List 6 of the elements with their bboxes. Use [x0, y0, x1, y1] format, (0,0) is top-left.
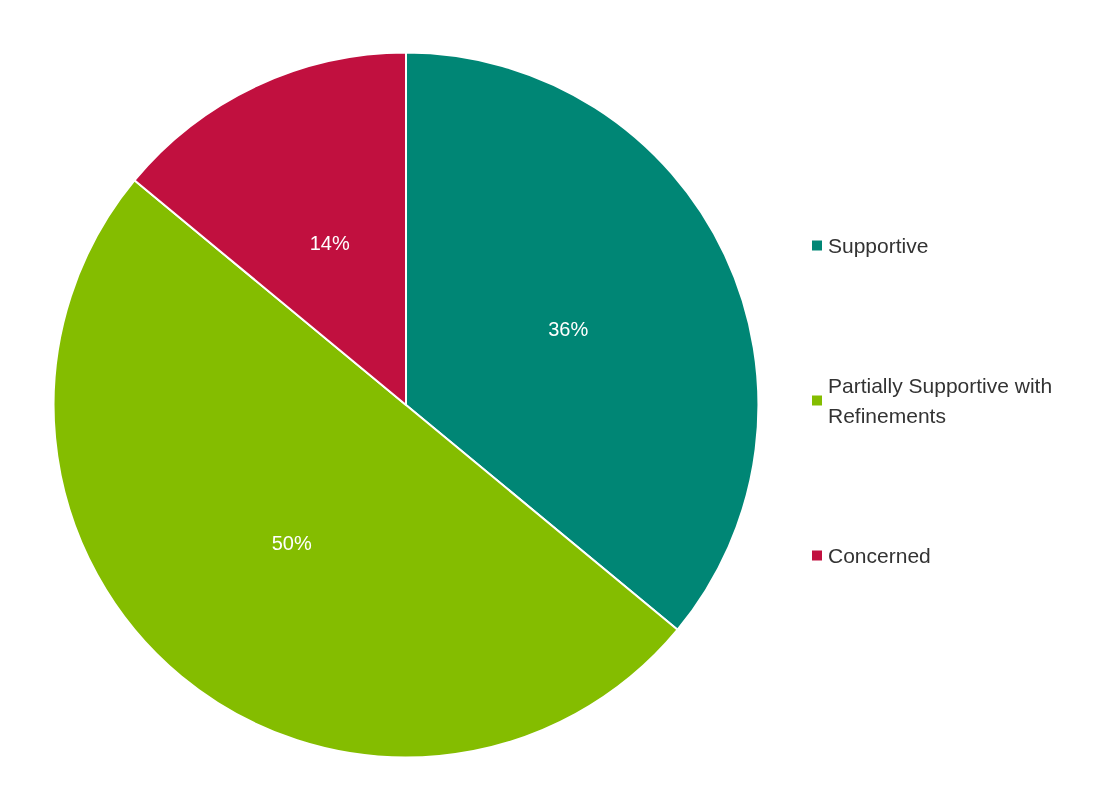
legend-label: Concerned [828, 544, 931, 567]
data-label: 14% [309, 231, 350, 254]
legend-label: Partially Supportive with Refinements [828, 374, 1058, 427]
data-label: 50% [271, 532, 312, 555]
data-label: 36% [548, 317, 589, 340]
legend-label: Supportive [828, 234, 929, 257]
